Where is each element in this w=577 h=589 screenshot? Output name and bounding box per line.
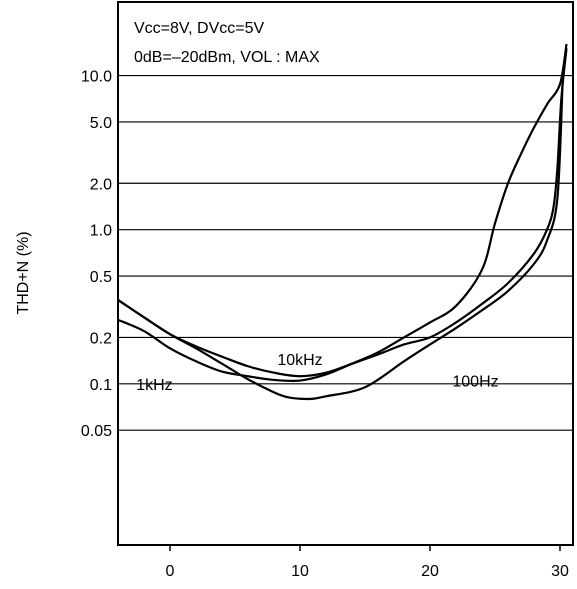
- x-tick-label: 10: [291, 563, 309, 580]
- x-tick-label: 20: [421, 563, 439, 580]
- y-tick-label: 0.05: [81, 423, 112, 440]
- x-tick-label: 0: [166, 563, 175, 580]
- curve-label: 10kHz: [277, 352, 322, 369]
- y-tick-label: 0.2: [90, 330, 112, 347]
- y-tick-label: 5.0: [90, 115, 112, 132]
- y-tick-label: 0.1: [90, 377, 112, 394]
- x-tick-label: 30: [551, 563, 569, 580]
- axes: 0.05 0.1 0.2 0.5 1.0 2.0 5.0 10.0 0 10 20 30: [81, 69, 569, 580]
- y-tick-label: 0.5: [90, 269, 112, 286]
- annotation-line-1: Vcc=8V, DVcc=5V: [134, 20, 264, 37]
- curve-label: 1kHz: [136, 377, 172, 394]
- series-line-100hz: [117, 82, 564, 401]
- grid: [118, 74, 573, 431]
- curve-label: 100Hz: [452, 374, 498, 391]
- series-layer: [117, 43, 568, 401]
- series-line-10khz: [117, 48, 568, 378]
- plot-area-frame: [117, 1, 574, 546]
- y-tick-label: 1.0: [90, 223, 112, 240]
- annotation-box: [126, 8, 396, 74]
- y-axis-label: THD+N (%): [15, 231, 32, 314]
- annotation-line-2: 0dB=–20dBm, VOL : MAX: [134, 49, 320, 66]
- y-tick-label: 10.0: [81, 69, 112, 86]
- y-tick-label: 2.0: [90, 176, 112, 193]
- curve-labels: 1kHz 10kHz 100Hz: [136, 352, 498, 394]
- series-line-1khz: [117, 43, 568, 383]
